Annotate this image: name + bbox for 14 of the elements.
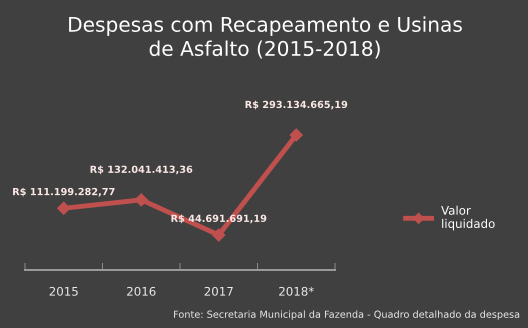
x-tick-label: 2016 — [127, 286, 156, 296]
legend-label: Valor liquidado — [441, 206, 495, 230]
x-tick-label: 2015 — [50, 286, 78, 296]
point — [212, 228, 226, 242]
data-label: R$ 132.041.413,36 — [90, 165, 192, 174]
x-tick-label: 2018* — [279, 286, 314, 296]
data-label: R$ 293.134.665,19 — [246, 100, 348, 110]
x-tick-label: 2017 — [204, 286, 233, 296]
source-note: Fonte: Secretaria Municipal da Fazenda - Quadro detalhado da despesa — [174, 310, 520, 320]
chart-title: Despesas com Recapeamento e Usinas de Asfalto (2015-2018) — [69, 16, 462, 58]
point — [290, 128, 303, 142]
point — [57, 202, 70, 215]
point — [134, 193, 148, 206]
data-label: R$ 111.199.282,77 — [13, 188, 115, 197]
